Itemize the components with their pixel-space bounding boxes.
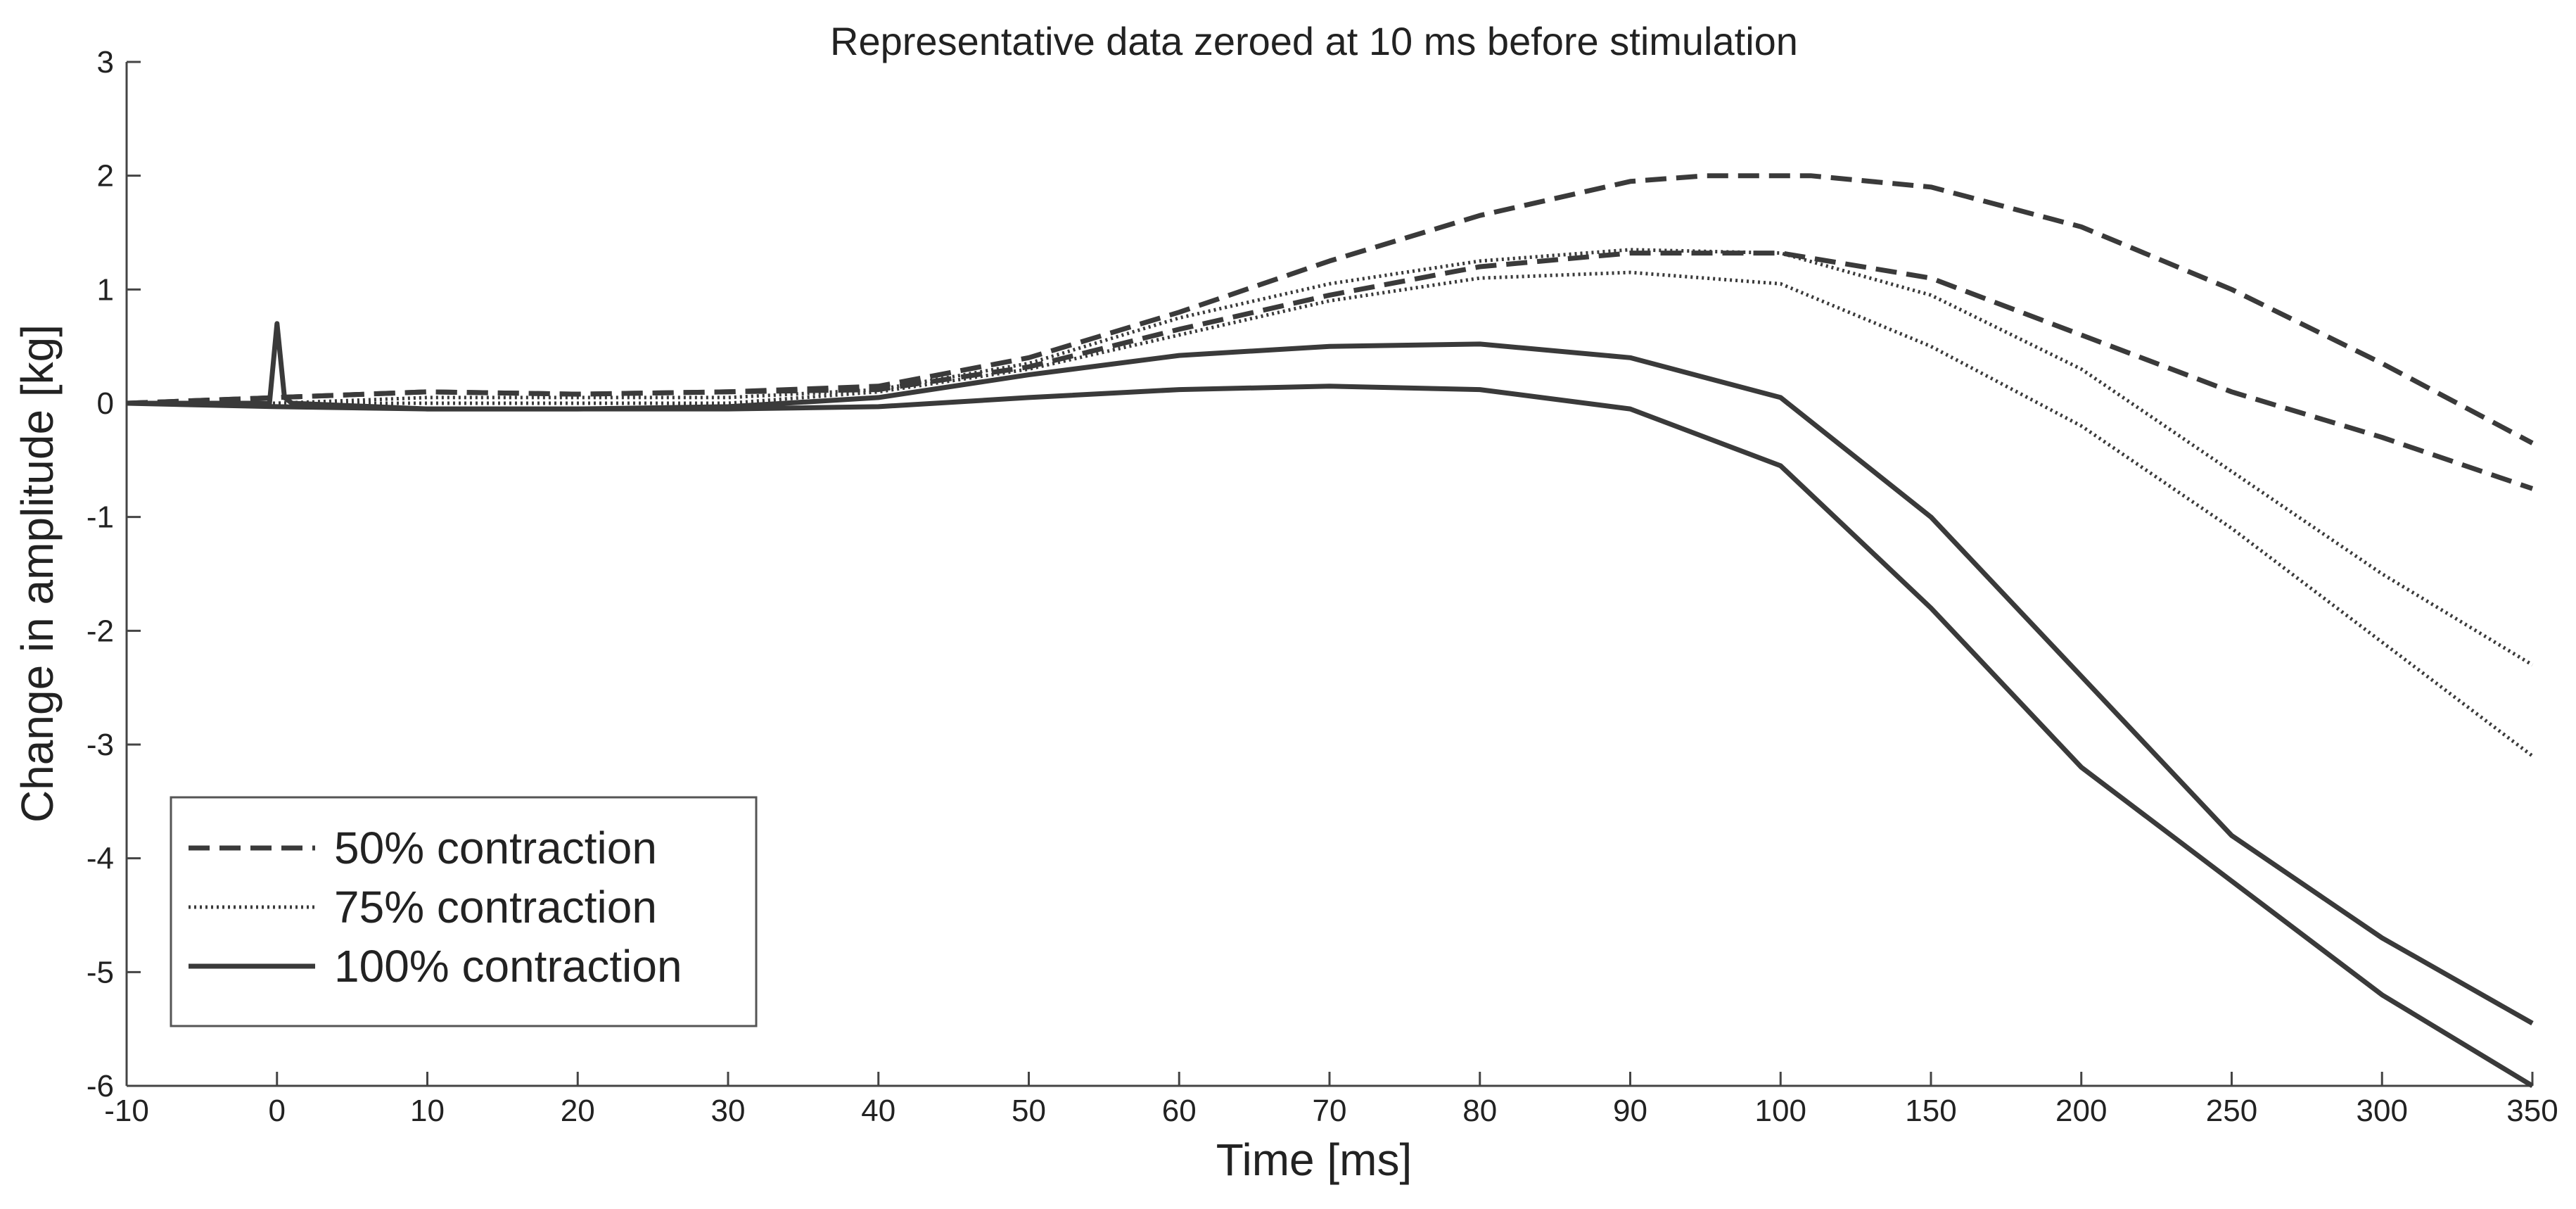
- x-tick-label: 150: [1905, 1094, 1956, 1128]
- x-tick-label: -10: [104, 1094, 149, 1128]
- chart-title: Representative data zeroed at 10 ms befo…: [830, 19, 1798, 63]
- x-tick-label: 200: [2055, 1094, 2107, 1128]
- x-tick-label: 30: [711, 1094, 746, 1128]
- y-tick-label: 1: [97, 272, 114, 307]
- x-axis-label: Time [ms]: [1216, 1134, 1413, 1185]
- series-line-solid-6: [126, 384, 2534, 1088]
- series-layer: [126, 173, 2534, 1088]
- legend-label: 75% contraction: [334, 882, 657, 932]
- x-tick-label: 250: [2206, 1094, 2257, 1128]
- y-tick-label: 3: [97, 45, 114, 80]
- legend: 50% contraction 75% contraction 100% contr…: [170, 796, 758, 1027]
- legend-label: 100% contraction: [334, 941, 682, 992]
- y-tick-label: 0: [97, 386, 114, 421]
- x-tick-label: 60: [1162, 1094, 1197, 1128]
- y-tick-label: -3: [87, 728, 114, 762]
- y-tick-label: -6: [87, 1069, 114, 1103]
- series-line-dashed-2: [126, 251, 2534, 491]
- y-tick-label: 2: [97, 159, 114, 194]
- x-tick-label: 300: [2357, 1094, 2408, 1128]
- x-tick-label: 40: [861, 1094, 895, 1128]
- legend-box: [170, 796, 758, 1027]
- y-axis-label: Change in amplitude [kg]: [12, 324, 63, 823]
- x-tick-label: 20: [561, 1094, 595, 1128]
- legend-label: 50% contraction: [334, 823, 657, 873]
- x-tick-label: 350: [2506, 1094, 2558, 1128]
- x-tick-label: 90: [1613, 1094, 1647, 1128]
- series-line-dotted-4: [127, 270, 2534, 758]
- y-tick-label: -1: [87, 500, 114, 535]
- y-tick-label: -4: [87, 842, 114, 876]
- x-tick-label: 50: [1012, 1094, 1046, 1128]
- series-line-solid-5: [127, 321, 2534, 1026]
- y-tick-label: -5: [87, 955, 114, 989]
- x-tick-label: 0: [269, 1094, 286, 1128]
- y-tick-label: -2: [87, 614, 114, 648]
- x-tick-label: 100: [1755, 1094, 1806, 1128]
- series-line-dotted-3: [127, 248, 2534, 666]
- x-tick-label: 80: [1462, 1094, 1497, 1128]
- x-tick-label: 70: [1313, 1094, 1347, 1128]
- x-tick-label: 10: [410, 1094, 445, 1128]
